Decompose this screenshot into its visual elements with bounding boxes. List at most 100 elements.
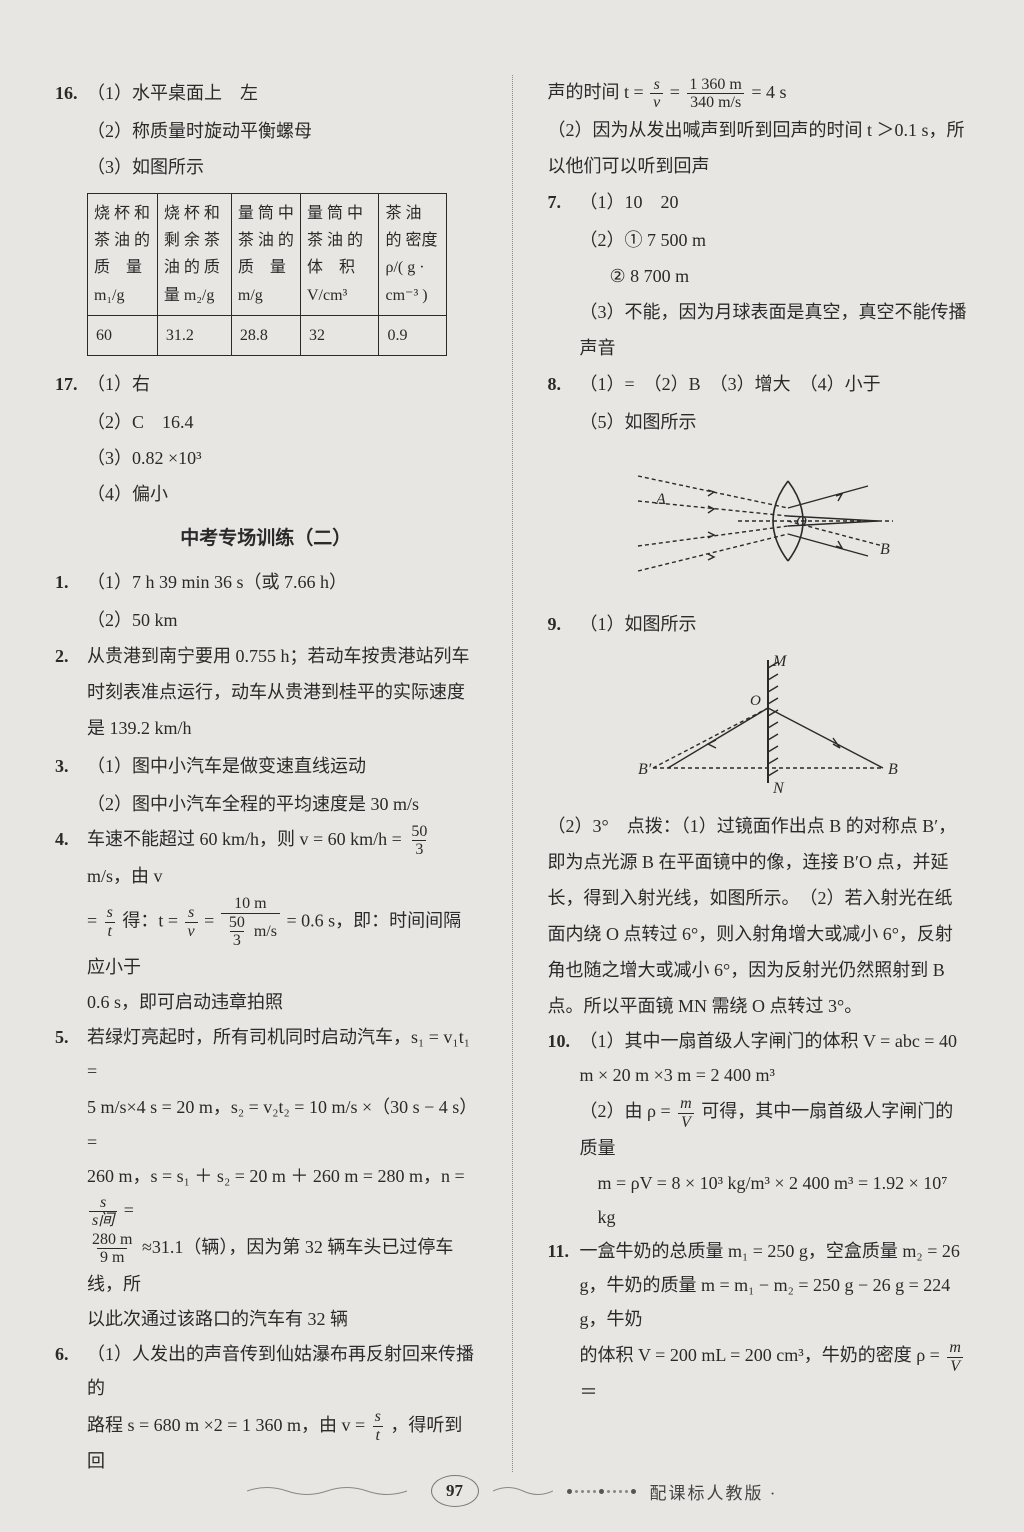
q5-number: 5. [55, 1020, 87, 1088]
q6b-line1: 声的时间 t = s v = 1 360 m 340 m/s = 4 s [548, 75, 970, 112]
q16: 16. （1）水平桌面上 左 [55, 75, 477, 111]
q9-line1: （1）如图所示 [580, 606, 970, 642]
frac-m-V-2: m V [946, 1339, 964, 1375]
q8-line1: （1）= （2）B （3）增大 （4）小于 [580, 366, 970, 402]
q5-line3: 260 m，s = s₁ ＋ s₂ = 20 m ＋ 260 m = 280 m… [55, 1159, 477, 1230]
q2: 2. 从贵港到南宁要用 0.755 h；若动车按贵港站列车时刻表准点运行，动车从… [55, 638, 477, 746]
q17-line3: （3）0.82 ×10³ [55, 440, 477, 476]
frac-s-sjian: s s间 [89, 1194, 117, 1230]
q17-line2: （2）C 16.4 [55, 404, 477, 440]
q4-line2: = s t 得：t = s v = 10 m 50 3 m/s = [55, 895, 477, 984]
q5-line1: 若绿灯亮起时，所有司机同时启动汽车，s₁ = v₁t₁ = [87, 1020, 477, 1088]
q6: 6. （1）人发出的声音传到仙姑瀑布再反射回来传播的 [55, 1337, 477, 1405]
q3: 3. （1）图中小汽车是做变速直线运动 [55, 748, 477, 784]
q11-line2: 的体积 V = 200 mL = 200 cm³，牛奶的密度 ρ = m V ＝ [548, 1338, 970, 1409]
q7: 7. （1）10 20 [548, 184, 970, 220]
q16-table: 烧 杯 和 茶 油 的 质 量 m₁/g 烧 杯 和 剩 余 茶 油 的 质 量… [87, 193, 447, 356]
q2-text: 从贵港到南宁要用 0.755 h；若动车按贵港站列车时刻表准点运行，动车从贵港到… [87, 638, 477, 746]
q10-line3: m = ρV = 8 × 10³ kg/m³ × 2 400 m³ = 1.92… [548, 1166, 970, 1234]
q7-line4: （3）不能，因为月球表面是真空，真空不能传播声音 [548, 294, 970, 366]
q2-number: 2. [55, 638, 87, 746]
q7-line1: （1）10 20 [580, 184, 970, 220]
footer: 97 配课标人教版 · [0, 1475, 1024, 1507]
page: 16. （1）水平桌面上 左 （2）称质量时旋动平衡螺母 （3）如图所示 烧 杯… [0, 0, 1024, 1532]
label-O: O [796, 514, 807, 530]
frac-10m-503: 10 m 50 3 m/s [221, 895, 280, 950]
q17-line4: （4）偏小 [55, 476, 477, 512]
q5-line5: 以此次通过该路口的汽车有 32 辆 [55, 1301, 477, 1337]
q11: 11. 一盒牛奶的总质量 m₁ = 250 g，空盒质量 m₂ = 26 g，牛… [548, 1234, 970, 1337]
td-1: 60 [88, 315, 158, 355]
footer-label: 配课标人教版 · [650, 1479, 778, 1504]
q10-number: 10. [548, 1024, 580, 1092]
frac-s-t-2: s t [372, 1408, 384, 1444]
q17-line1: （1）右 [87, 366, 477, 402]
table-data-row: 60 31.2 28.8 32 0.9 [88, 315, 447, 355]
q16-number: 16. [55, 75, 87, 111]
label-A: A [655, 491, 666, 508]
q10-line2: （2）由 ρ = m V 可得，其中一扇首级人字闸门的质量 [548, 1094, 970, 1165]
frac-s-t: s t [104, 904, 116, 940]
light-diagram: A O B [618, 446, 898, 596]
th-3: 量 筒 中 茶 油 的 质 量 m/g [231, 194, 300, 316]
td-2: 31.2 [157, 315, 231, 355]
q6b-line2: （2）因为从发出喊声到听到回声的时间 t ＞0.1 s，所以他们可以听到回声 [548, 112, 970, 184]
q9-number: 9. [548, 606, 580, 642]
q1-line1: （1）7 h 39 min 36 s（或 7.66 h） [87, 564, 477, 600]
q16-line2: （2）称质量时旋动平衡螺母 [55, 113, 477, 149]
q7-line3: ② 8 700 m [548, 258, 970, 294]
q7-line2: （2）① 7 500 m [548, 222, 970, 258]
table-header-row: 烧 杯 和 茶 油 的 质 量 m₁/g 烧 杯 和 剩 余 茶 油 的 质 量… [88, 194, 447, 316]
q6-number: 6. [55, 1337, 87, 1405]
q4-pre: 车速不能超过 60 km/h，则 v = 60 km/h = [87, 829, 402, 849]
label-O2: O [750, 693, 761, 709]
q5-line2: 5 m/s×4 s = 20 m，s₂ = v₂t₂ = 10 m/s ×（30… [55, 1090, 477, 1158]
q8-line2: （5）如图所示 [548, 404, 970, 440]
q4-line1: 车速不能超过 60 km/h，则 v = 60 km/h = 50 3 m/s，… [87, 822, 477, 893]
q16-line3: （3）如图所示 [55, 149, 477, 185]
footer-wave-left [247, 1484, 417, 1498]
frac-s-v-2: s v [650, 76, 663, 112]
label-N: N [772, 780, 785, 797]
th-1: 烧 杯 和 茶 油 的 质 量 m₁/g [88, 194, 158, 316]
q4: 4. 车速不能超过 60 km/h，则 v = 60 km/h = 50 3 m… [55, 822, 477, 893]
mirror-diagram: M O B′ B N [608, 648, 908, 798]
section-title: 中考专场训练（二） [55, 520, 477, 558]
q10-line1: （1）其中一扇首级人字闸门的体积 V = abc = 40 m × 20 m ×… [580, 1024, 970, 1092]
q7-number: 7. [548, 184, 580, 220]
q4-number: 4. [55, 822, 87, 893]
q3-line1: （1）图中小汽车是做变速直线运动 [87, 748, 477, 784]
q3-line2: （2）图中小汽车全程的平均速度是 30 m/s [55, 786, 477, 822]
q5-line4: 280 m 9 m ≈31.1（辆），因为第 32 辆车头已过停车线，所 [55, 1230, 477, 1301]
th-5: 茶 油 的 密度 ρ/( g · cm⁻³ ) [379, 194, 447, 316]
frac-s-v: s v [185, 904, 198, 940]
q6-line1: （1）人发出的声音传到仙姑瀑布再反射回来传播的 [87, 1337, 477, 1405]
label-B2: B [888, 761, 898, 778]
th-4: 量 筒 中 茶 油 的 体 积 V/cm³ [301, 194, 379, 316]
q3-number: 3. [55, 748, 87, 784]
td-3: 28.8 [231, 315, 300, 355]
label-M: M [772, 653, 788, 670]
column-divider [512, 75, 513, 1472]
q6-line2: 路程 s = 680 m ×2 = 1 360 m，由 v = s t ，得听到… [55, 1408, 477, 1479]
q1: 1. （1）7 h 39 min 36 s（或 7.66 h） [55, 564, 477, 600]
q10: 10. （1）其中一扇首级人字闸门的体积 V = abc = 40 m × 20… [548, 1024, 970, 1092]
q17-number: 17. [55, 366, 87, 402]
q9: 9. （1）如图所示 [548, 606, 970, 642]
frac-280-9: 280 m 9 m [89, 1231, 135, 1267]
q11-number: 11. [548, 1234, 580, 1337]
q5: 5. 若绿灯亮起时，所有司机同时启动汽车，s₁ = v₁t₁ = [55, 1020, 477, 1088]
frac-1360-340: 1 360 m 340 m/s [686, 76, 744, 112]
q1-line2: （2）50 km [55, 602, 477, 638]
label-Bprime: B′ [638, 761, 652, 778]
q8-number: 8. [548, 366, 580, 402]
label-B: B [880, 541, 890, 558]
page-number: 97 [431, 1475, 479, 1507]
frac-50-3: 50 3 [408, 823, 430, 859]
right-column: 声的时间 t = s v = 1 360 m 340 m/s = 4 s （2）… [548, 75, 970, 1472]
q4-tail: 0.6 s，即可启动违章拍照 [55, 984, 477, 1020]
q4-post1: m/s，由 v [87, 866, 163, 886]
left-column: 16. （1）水平桌面上 左 （2）称质量时旋动平衡螺母 （3）如图所示 烧 杯… [55, 75, 477, 1472]
q11-line1: 一盒牛奶的总质量 m₁ = 250 g，空盒质量 m₂ = 26 g，牛奶的质量… [580, 1234, 970, 1337]
frac-m-V: m V [677, 1095, 695, 1131]
